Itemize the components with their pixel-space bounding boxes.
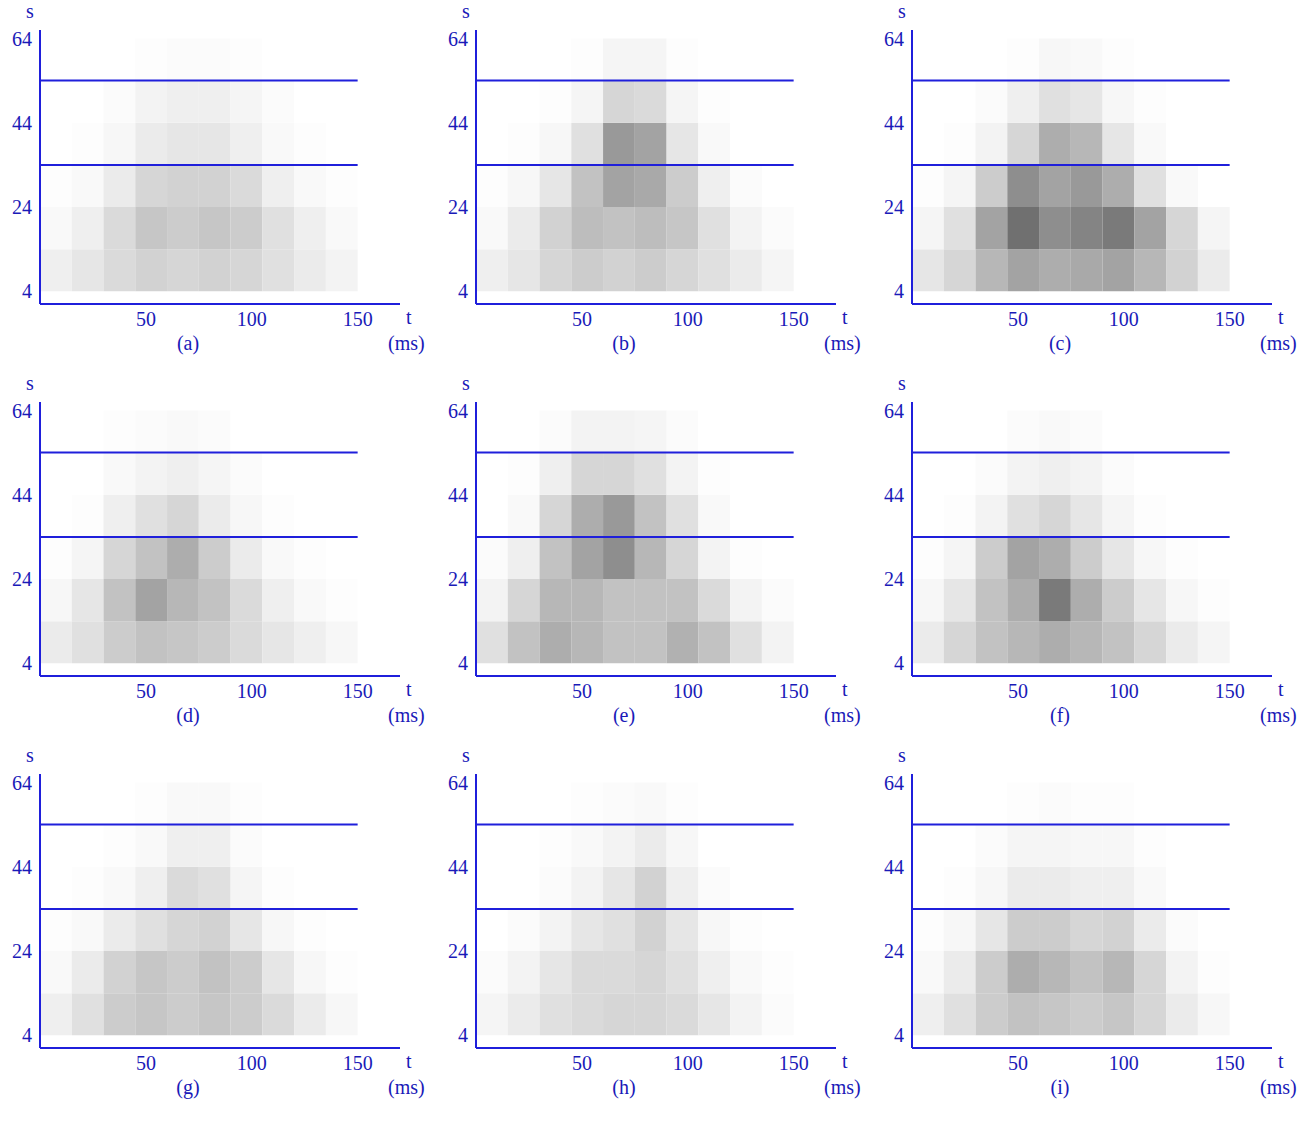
svg-text:4: 4 — [894, 280, 904, 302]
html-text:(a): (a) — [176, 332, 200, 354]
svg-text:150: 150 — [779, 680, 809, 702]
svg-text:50: 50 — [136, 1052, 156, 1074]
svg-text:24: 24 — [884, 568, 904, 590]
svg-text:150: 150 — [1215, 308, 1245, 330]
html-text:t: t — [406, 678, 412, 700]
svg-text:24: 24 — [12, 568, 32, 590]
html-text:t: t — [842, 1050, 848, 1072]
html-text:(ms): (ms) — [824, 1076, 861, 1098]
html-text:s: s — [898, 744, 906, 766]
svg-text:64: 64 — [12, 28, 32, 50]
svg-text:24: 24 — [12, 196, 32, 218]
svg-text:24: 24 — [448, 940, 468, 962]
html-text:(i): (i) — [1050, 1076, 1070, 1098]
svg-text:4: 4 — [894, 652, 904, 674]
svg-text:150: 150 — [343, 308, 373, 330]
svg-text:150: 150 — [779, 1052, 809, 1074]
svg-text:44: 44 — [448, 856, 468, 878]
html-text:(c): (c) — [1048, 332, 1072, 354]
svg-text:64: 64 — [448, 400, 468, 422]
svg-text:100: 100 — [673, 308, 703, 330]
svg-text:50: 50 — [1008, 680, 1028, 702]
svg-text:44: 44 — [12, 112, 32, 134]
svg-text:64: 64 — [448, 772, 468, 794]
html-text:s: s — [898, 372, 906, 394]
html-text:s: s — [898, 0, 906, 22]
svg-text:4: 4 — [458, 280, 468, 302]
html-text:t: t — [1278, 306, 1284, 328]
svg-text:4: 4 — [22, 1024, 32, 1046]
html-text:(ms): (ms) — [824, 332, 861, 354]
html-text:(e): (e) — [612, 704, 636, 726]
svg-text:4: 4 — [458, 1024, 468, 1046]
html-text:(ms): (ms) — [1260, 704, 1297, 726]
html-text:(b): (b) — [612, 332, 636, 354]
svg-text:44: 44 — [12, 484, 32, 506]
html-text:t: t — [842, 678, 848, 700]
svg-text:50: 50 — [572, 680, 592, 702]
html-text:(d): (d) — [176, 704, 200, 726]
svg-text:24: 24 — [448, 196, 468, 218]
html-text:s: s — [462, 744, 470, 766]
html-text:(g): (g) — [176, 1076, 200, 1098]
svg-text:150: 150 — [343, 680, 373, 702]
svg-text:50: 50 — [572, 1052, 592, 1074]
svg-text:100: 100 — [1109, 680, 1139, 702]
html-text:t: t — [1278, 1050, 1284, 1072]
svg-text:4: 4 — [22, 280, 32, 302]
html-text:(ms): (ms) — [1260, 332, 1297, 354]
svg-text:50: 50 — [136, 680, 156, 702]
html-text:s: s — [462, 372, 470, 394]
html-text:s: s — [26, 0, 34, 22]
svg-text:64: 64 — [12, 772, 32, 794]
svg-text:4: 4 — [894, 1024, 904, 1046]
svg-text:24: 24 — [448, 568, 468, 590]
svg-text:150: 150 — [343, 1052, 373, 1074]
svg-text:50: 50 — [1008, 308, 1028, 330]
svg-text:44: 44 — [448, 112, 468, 134]
svg-text:100: 100 — [1109, 1052, 1139, 1074]
html-text:s: s — [26, 744, 34, 766]
svg-text:44: 44 — [12, 856, 32, 878]
svg-text:100: 100 — [237, 680, 267, 702]
svg-text:100: 100 — [1109, 308, 1139, 330]
svg-text:100: 100 — [237, 308, 267, 330]
html-text:(ms): (ms) — [388, 1076, 425, 1098]
svg-text:50: 50 — [136, 308, 156, 330]
svg-text:100: 100 — [673, 680, 703, 702]
html-text:t: t — [406, 306, 412, 328]
svg-text:150: 150 — [779, 308, 809, 330]
svg-text:50: 50 — [1008, 1052, 1028, 1074]
svg-text:44: 44 — [884, 112, 904, 134]
svg-text:64: 64 — [884, 772, 904, 794]
svg-text:150: 150 — [1215, 680, 1245, 702]
html-text:(h): (h) — [612, 1076, 636, 1098]
html-text:(ms): (ms) — [388, 332, 425, 354]
html-text:(ms): (ms) — [824, 704, 861, 726]
svg-text:50: 50 — [572, 308, 592, 330]
svg-text:64: 64 — [12, 400, 32, 422]
svg-text:24: 24 — [884, 940, 904, 962]
html-text:t: t — [1278, 678, 1284, 700]
html-text:s: s — [462, 0, 470, 22]
svg-text:44: 44 — [448, 484, 468, 506]
svg-text:44: 44 — [884, 484, 904, 506]
svg-text:24: 24 — [12, 940, 32, 962]
svg-text:64: 64 — [448, 28, 468, 50]
html-text:(ms): (ms) — [1260, 1076, 1297, 1098]
svg-text:64: 64 — [884, 400, 904, 422]
svg-text:44: 44 — [884, 856, 904, 878]
svg-text:100: 100 — [673, 1052, 703, 1074]
svg-text:150: 150 — [1215, 1052, 1245, 1074]
svg-text:4: 4 — [22, 652, 32, 674]
html-text:(ms): (ms) — [388, 704, 425, 726]
html-text:t: t — [842, 306, 848, 328]
html-text:(f): (f) — [1050, 704, 1070, 726]
html-text:t: t — [406, 1050, 412, 1072]
svg-text:64: 64 — [884, 28, 904, 50]
svg-text:24: 24 — [884, 196, 904, 218]
svg-text:4: 4 — [458, 652, 468, 674]
html-text:s: s — [26, 372, 34, 394]
svg-text:100: 100 — [237, 1052, 267, 1074]
